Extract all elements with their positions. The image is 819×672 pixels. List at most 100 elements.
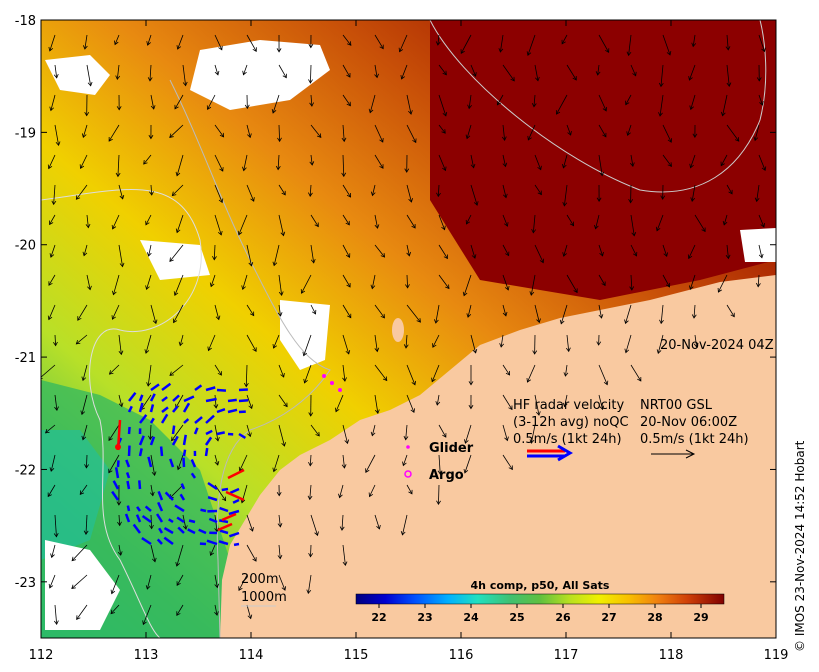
model-arrow bbox=[108, 454, 120, 474]
model-arrow bbox=[246, 334, 257, 352]
model-arrow bbox=[433, 304, 440, 324]
hf-arrow bbox=[138, 448, 143, 457]
hf-arrow bbox=[163, 536, 174, 546]
model-arrow bbox=[75, 334, 88, 345]
hf-arrow bbox=[194, 416, 203, 424]
model-arrow bbox=[598, 304, 604, 319]
model-arrow bbox=[630, 64, 637, 77]
model-arrow bbox=[308, 544, 314, 558]
model-arrow bbox=[758, 34, 766, 53]
hf-arrow bbox=[238, 398, 249, 403]
hf-arrow bbox=[135, 514, 142, 523]
model-arrow bbox=[176, 604, 184, 616]
hf-arrow bbox=[182, 402, 191, 413]
model-arrow bbox=[595, 64, 601, 76]
credit-text: © IMOS 23-Nov-2024 14:52 Hobart bbox=[793, 440, 807, 652]
model-arrow bbox=[48, 34, 56, 52]
model-arrow bbox=[338, 484, 344, 499]
model-arrow bbox=[342, 304, 352, 319]
model-arrow bbox=[526, 34, 536, 56]
colorbar-tick-label: 26 bbox=[555, 611, 571, 624]
model-arrow bbox=[400, 64, 408, 80]
model-arrow bbox=[690, 184, 696, 202]
model-arrow bbox=[246, 394, 253, 410]
model-arrow bbox=[71, 574, 88, 590]
hf-arrow bbox=[193, 427, 199, 435]
model-arrow bbox=[213, 394, 219, 409]
hf-red-arrow bbox=[217, 522, 233, 532]
hf-arrow bbox=[207, 496, 218, 502]
colorbar-tick-label: 22 bbox=[371, 611, 386, 624]
model-arrow bbox=[339, 514, 345, 531]
model-arrow bbox=[374, 334, 380, 353]
model-arrow bbox=[300, 274, 312, 294]
hf-arrow bbox=[190, 472, 197, 479]
model-arrow bbox=[693, 334, 699, 348]
hf-arrow bbox=[183, 418, 190, 424]
model-arrow bbox=[501, 124, 507, 141]
model-arrow bbox=[435, 394, 441, 406]
model-arrow bbox=[80, 394, 88, 416]
hf-arrow bbox=[177, 526, 185, 534]
model-arrow bbox=[534, 64, 540, 82]
model-arrow bbox=[49, 244, 56, 258]
model-arrow bbox=[278, 184, 286, 196]
model-arrow bbox=[214, 604, 219, 616]
model-arrow bbox=[726, 304, 735, 318]
hf-red-arrow bbox=[221, 512, 237, 522]
model-arrow bbox=[502, 394, 513, 411]
model-arrow bbox=[118, 394, 124, 408]
model-arrow bbox=[86, 64, 93, 87]
model-arrow bbox=[692, 124, 698, 138]
model-arrow bbox=[566, 274, 578, 294]
model-arrow bbox=[689, 154, 696, 169]
model-arrow bbox=[307, 484, 313, 501]
model-arrow bbox=[214, 124, 225, 138]
colorbar-tick-label: 24 bbox=[463, 611, 479, 624]
model-arrow bbox=[342, 34, 352, 46]
model-arrow bbox=[81, 124, 88, 139]
hf-legend-line1: HF radar velocity bbox=[513, 398, 625, 413]
model-arrow bbox=[54, 124, 61, 146]
glider-legend-marker bbox=[406, 445, 410, 449]
model-arrow bbox=[438, 154, 447, 172]
model-arrow bbox=[116, 94, 122, 111]
hf-arrow bbox=[219, 529, 229, 535]
model-arrow bbox=[689, 274, 696, 291]
model-arrow bbox=[53, 64, 59, 79]
model-arrow bbox=[342, 364, 347, 382]
model-arrow bbox=[115, 154, 121, 178]
hf-arrow bbox=[171, 435, 179, 446]
model-arrow bbox=[272, 244, 280, 267]
hf-legend-line2: (3-12h avg) noQC bbox=[513, 415, 629, 430]
model-arrow bbox=[725, 34, 731, 51]
hf-arrow bbox=[126, 505, 131, 512]
hf-arrow bbox=[218, 519, 229, 524]
model-arrow bbox=[169, 244, 184, 262]
x-tick-label: 113 bbox=[134, 648, 159, 663]
colorbar-tick-label: 29 bbox=[693, 611, 708, 624]
model-arrow bbox=[628, 184, 634, 204]
hf-arrow bbox=[188, 519, 196, 524]
model-arrow bbox=[54, 394, 59, 411]
model-arrow bbox=[562, 244, 568, 257]
model-arrow bbox=[246, 244, 254, 267]
model-arrow bbox=[237, 214, 248, 236]
model-arrow bbox=[758, 244, 764, 259]
model-arrow bbox=[502, 244, 510, 257]
model-arrow bbox=[246, 184, 255, 202]
model-arrow bbox=[717, 274, 728, 293]
hf-arrow bbox=[229, 487, 240, 495]
model-arrow bbox=[626, 124, 632, 137]
model-arrow bbox=[370, 184, 376, 197]
model-arrow bbox=[341, 154, 347, 178]
model-arrow bbox=[502, 154, 508, 168]
model-arrow bbox=[306, 574, 312, 595]
model-arrow bbox=[308, 64, 313, 84]
model-arrow bbox=[534, 184, 542, 196]
model-arrow bbox=[246, 514, 254, 532]
hf-arrow bbox=[194, 384, 203, 392]
model-arrow bbox=[150, 94, 156, 110]
model-arrow bbox=[51, 184, 57, 206]
hf-arrow bbox=[161, 382, 172, 392]
